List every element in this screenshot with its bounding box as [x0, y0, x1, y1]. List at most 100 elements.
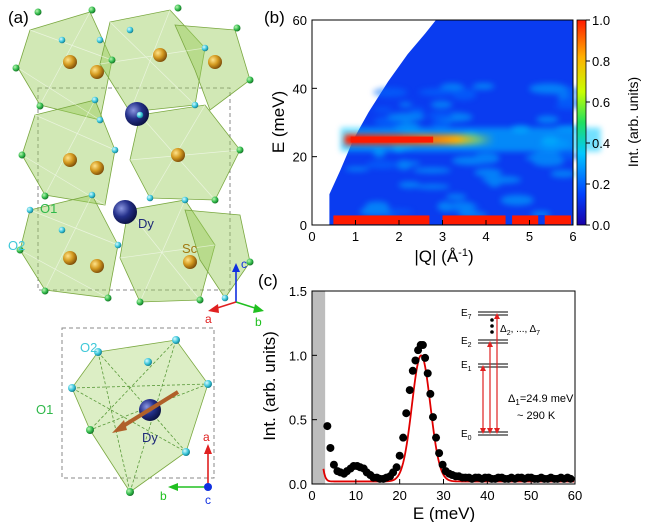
y-tick-label: 1.0	[289, 348, 307, 363]
octahedron	[19, 194, 119, 299]
data-point	[326, 443, 335, 452]
intensity-patch	[474, 168, 502, 177]
panel-a-label: (a)	[8, 8, 29, 27]
data-point	[423, 369, 432, 378]
o2-atoms	[26, 26, 229, 302]
sc-atom	[63, 55, 77, 69]
intensity-patch	[398, 181, 421, 189]
axis-c-label: c	[241, 257, 247, 271]
y-tick-label: 0	[300, 218, 307, 233]
data-point	[428, 413, 437, 422]
x-tick-label: 60	[568, 488, 582, 503]
sc-atom	[90, 161, 104, 175]
level-label: E0	[461, 429, 472, 442]
sc-atom	[63, 251, 77, 265]
data-point	[402, 409, 411, 418]
sc-atom	[171, 148, 185, 162]
elastic-line	[333, 215, 571, 225]
intensity-patch	[427, 111, 454, 120]
heatmap-y-axis-label: E (meV)	[269, 91, 288, 153]
unit-cell-outline	[37, 87, 231, 291]
temperature-label: ~ 290 K	[517, 410, 556, 422]
x-tick-label: 10	[349, 488, 363, 503]
intensity-patch	[373, 87, 408, 98]
dy-atom	[113, 200, 137, 224]
shaded-region	[312, 291, 326, 484]
energy-cut-frame	[311, 290, 576, 485]
axis-a-label-bottom: a	[203, 430, 210, 444]
colorbar-label: Int. (arb. units)	[625, 77, 641, 167]
axis-c-label-bottom: c	[205, 493, 211, 507]
magnetic-moment-arrow	[118, 390, 180, 430]
intensity-patch	[529, 83, 568, 94]
o1-atoms	[12, 4, 254, 306]
sc-atoms	[63, 48, 222, 273]
y-tick-label: 40	[293, 81, 307, 96]
intensity-patch	[430, 101, 453, 109]
level-label: E1	[461, 360, 472, 373]
intensity-patch	[524, 154, 562, 162]
data-point	[323, 422, 332, 431]
axes-triad-top: c b a	[205, 257, 264, 329]
colorbar-tick-label: 0.6	[592, 95, 610, 110]
data-point	[435, 449, 444, 458]
sc-atom	[90, 65, 104, 79]
axis-a-label: a	[205, 312, 212, 326]
energy-cut-x-axis-label: E (meV)	[413, 504, 475, 522]
data-point	[405, 386, 414, 395]
panel-a: (a)	[8, 4, 264, 507]
delta1-label: Δ1=24.9 meV	[508, 393, 574, 407]
intensity-patch	[418, 88, 457, 96]
o1-label: O1	[40, 201, 57, 216]
intensity-patch	[344, 166, 370, 172]
intensity-patch	[437, 201, 454, 212]
x-tick-label: 6	[569, 229, 576, 244]
colorbar-tick-label: 1.0	[592, 13, 610, 28]
level-dots	[490, 318, 494, 334]
octahedron	[184, 209, 251, 299]
intensity-patch	[550, 170, 577, 178]
panel-c-label: (c)	[258, 271, 278, 290]
intensity-patch	[500, 194, 534, 206]
data-point	[395, 451, 404, 460]
heatmap-x-ticks: 0 1 2 3 4 5 6	[308, 220, 577, 244]
transition-arrows	[480, 313, 500, 434]
data-point	[418, 341, 427, 350]
energy-cut-y-ticks: 0.0 0.5 1.0 1.5	[289, 284, 317, 492]
x-tick-label: 0	[308, 229, 315, 244]
data-point	[421, 353, 430, 362]
level-scheme-inset: E7 E2 E1 E0 Δ2, ..., Δ7 Δ1=24.9 meV ~ 29…	[461, 308, 574, 442]
sc-label: Sc	[182, 241, 198, 256]
sc-atom	[63, 153, 77, 167]
octahedron	[99, 9, 206, 113]
colorbar-ticks: 0.0 0.2 0.4 0.6 0.8 1.0	[586, 13, 610, 233]
energy-cut-x-ticks: 0 10 20 30 40 50 60	[308, 479, 582, 503]
elastic-gap	[538, 215, 545, 225]
o2-label-local: O2	[80, 340, 97, 355]
axes-triad-bottom: a b c	[160, 430, 212, 507]
intensity-patch	[415, 184, 450, 190]
octahedra-network	[17, 9, 251, 303]
x-tick-label: 4	[482, 229, 489, 244]
coverage-region	[329, 20, 573, 225]
intensity-patch	[366, 160, 399, 169]
o2-label: O2	[8, 238, 25, 253]
colorbar-tick-label: 0.2	[592, 177, 610, 192]
elastic-gap	[429, 215, 443, 225]
sc-atom	[208, 55, 222, 69]
colorbar-tick-label: 0.4	[592, 136, 610, 151]
o1-label-local: O1	[36, 402, 53, 417]
level-label: E2	[461, 336, 472, 349]
gap-labels: Δ2, ..., Δ7	[500, 324, 540, 337]
y-tick-label: 1.5	[289, 284, 307, 299]
intensity-patch	[451, 155, 489, 166]
data-point	[392, 463, 401, 472]
intensity-patch	[449, 201, 476, 210]
level-label: E7	[461, 308, 472, 321]
dy-label-local: Dy	[142, 430, 158, 445]
y-tick-label: 0.5	[289, 413, 307, 428]
data-point	[438, 460, 447, 469]
data-point	[411, 356, 420, 365]
intensity-patch	[365, 201, 390, 211]
